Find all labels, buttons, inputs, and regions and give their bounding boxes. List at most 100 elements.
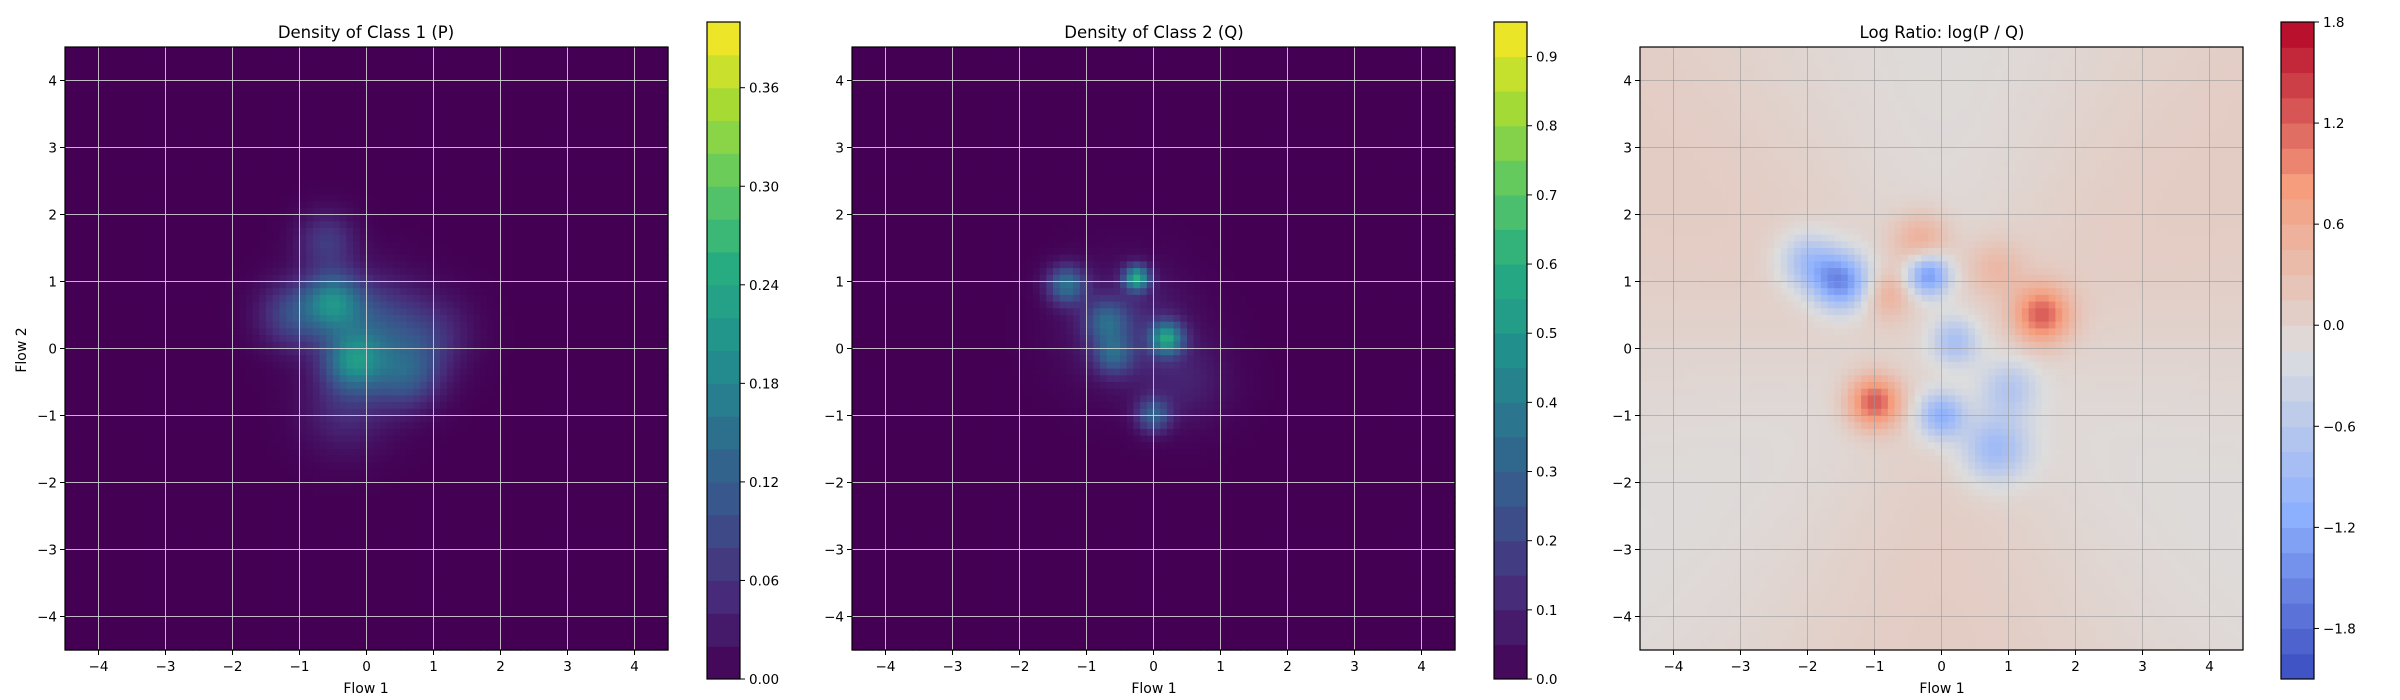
heatmap-cell (587, 93, 595, 102)
heatmap-cell (172, 321, 180, 329)
heatmap-cell (534, 174, 542, 182)
heatmap-cell (460, 67, 468, 75)
heatmap-cell (433, 288, 441, 296)
heatmap-cell (145, 301, 153, 309)
heatmap-cell (232, 140, 240, 149)
heatmap-cell (299, 402, 307, 410)
heatmap-cell (353, 120, 361, 128)
heatmap-cell (232, 395, 240, 403)
heatmap-cell (534, 221, 542, 229)
heatmap-cell (587, 328, 595, 336)
heatmap-cell (373, 388, 381, 396)
heatmap-cell (219, 241, 227, 249)
heatmap-cell (359, 361, 368, 370)
heatmap-cell (473, 348, 481, 356)
heatmap-cell (225, 107, 234, 115)
heatmap-cell (259, 67, 267, 75)
heatmap-cell (366, 227, 374, 236)
heatmap-cell (426, 375, 435, 383)
heatmap-cell (85, 114, 93, 122)
heatmap-cell (480, 207, 488, 216)
heatmap-cell (540, 402, 548, 410)
heatmap-cell (467, 107, 475, 115)
heatmap-cell (627, 382, 636, 390)
heatmap-cell (513, 315, 522, 323)
heatmap-cell (212, 107, 220, 115)
heatmap-cell (446, 341, 455, 350)
heatmap-cell (219, 328, 227, 336)
heatmap-cell (426, 174, 435, 182)
heatmap-cell (513, 53, 522, 61)
heatmap-cell (520, 234, 528, 242)
heatmap-cell (286, 87, 294, 95)
heatmap-cell (91, 248, 100, 256)
heatmap-cell (232, 388, 240, 396)
heatmap-cell (560, 53, 569, 61)
heatmap-cell (386, 241, 394, 249)
heatmap-cell (172, 87, 180, 95)
heatmap-cell (487, 154, 495, 162)
heatmap-cell (366, 335, 374, 343)
heatmap-cell (507, 395, 515, 403)
heatmap-cell (252, 47, 260, 55)
heatmap-cell (292, 221, 301, 229)
heatmap-cell (487, 134, 495, 142)
heatmap-cell (252, 134, 260, 142)
heatmap-cell (400, 335, 408, 343)
heatmap-cell (71, 221, 79, 229)
heatmap-cell (212, 93, 220, 102)
heatmap-cell (359, 395, 368, 403)
heatmap-cell (266, 120, 274, 128)
heatmap-cell (245, 160, 254, 169)
heatmap-cell (292, 335, 301, 343)
heatmap-cell (272, 87, 280, 95)
heatmap-cell (145, 341, 153, 350)
heatmap-cell (319, 248, 327, 256)
heatmap-cell (152, 80, 160, 88)
heatmap-cell (567, 194, 575, 202)
heatmap-cell (480, 361, 488, 370)
heatmap-cell (607, 60, 615, 68)
heatmap-cell (534, 114, 542, 122)
heatmap-cell (319, 294, 327, 303)
heatmap-cell (446, 127, 455, 135)
heatmap-cell (400, 375, 408, 383)
heatmap-cell (607, 221, 615, 229)
heatmap-cell (219, 288, 227, 296)
heatmap-cell (205, 308, 213, 316)
heatmap-cell (65, 281, 73, 289)
heatmap-cell (379, 160, 388, 169)
heatmap-cell (71, 134, 79, 142)
heatmap-cell (125, 321, 133, 329)
heatmap-cell (225, 328, 234, 336)
heatmap-cell (306, 93, 314, 102)
heatmap-cell (299, 154, 307, 162)
heatmap-cell (239, 160, 247, 169)
heatmap-cell (567, 402, 575, 410)
heatmap-cell (286, 308, 294, 316)
heatmap-cell (346, 402, 354, 410)
heatmap-cell (647, 361, 656, 370)
heatmap-cell (379, 100, 388, 108)
heatmap-cell (333, 140, 341, 149)
heatmap-cell (386, 160, 394, 169)
heatmap-cell (567, 214, 575, 222)
heatmap-cell (105, 321, 113, 329)
heatmap-cell (460, 241, 468, 249)
heatmap-cell (105, 274, 113, 283)
heatmap-cell (212, 321, 220, 329)
heatmap-cell (527, 194, 535, 202)
heatmap-cell (507, 93, 515, 102)
heatmap-cell (299, 47, 307, 55)
heatmap-cell (500, 281, 508, 289)
heatmap-cell (641, 201, 649, 209)
heatmap-cell (507, 201, 515, 209)
heatmap-cell (312, 60, 321, 68)
heatmap-cell (165, 80, 173, 88)
heatmap-cell (574, 120, 582, 128)
heatmap-cell (574, 194, 582, 202)
heatmap-cell (601, 261, 609, 269)
heatmap-cell (118, 221, 126, 229)
heatmap-cell (379, 201, 388, 209)
heatmap-cell (534, 160, 542, 169)
